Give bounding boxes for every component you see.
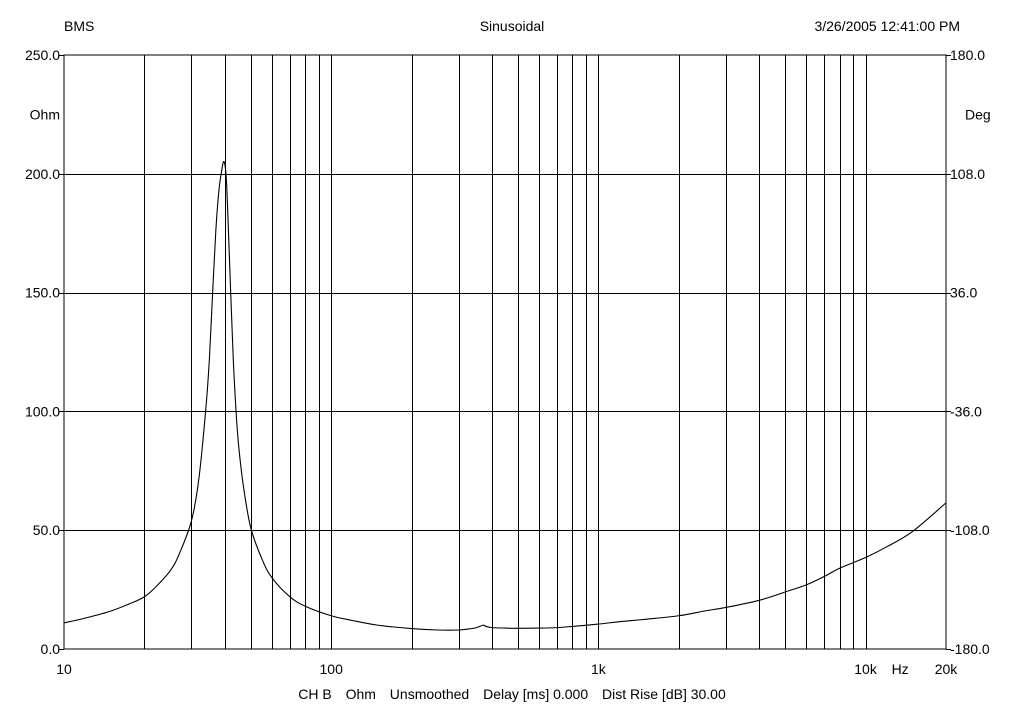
y2-tick-label: 108.0 — [950, 166, 985, 182]
y2-axis-label: Deg — [965, 106, 991, 122]
y-tick-label: 150.0 — [25, 285, 60, 301]
y-tick-label: 0.0 — [41, 641, 61, 657]
x-tick-label: 20k — [935, 661, 959, 677]
y-tick-label: 250.0 — [25, 47, 60, 63]
x-axis-label: Hz — [892, 661, 909, 677]
plot-frame — [63, 54, 947, 650]
x-tick-label: 10 — [56, 661, 72, 677]
tick-labels: 0.0 50.0 100.0 150.0 200.0 250.0 -180.0 -108.0 -… — [25, 47, 990, 677]
footer-status: CH B Ohm Unsmoothed Delay [ms] 0.000 Dis… — [0, 686, 1024, 702]
y-tick-label: 100.0 — [25, 403, 60, 419]
y-tick-label: 50.0 — [33, 522, 60, 538]
grid-lines — [59, 55, 951, 650]
y2-tick-label: -108.0 — [950, 522, 990, 538]
y-axis-label: Ohm — [30, 106, 60, 122]
y-tick-label: 200.0 — [25, 166, 60, 182]
y2-tick-label: 180.0 — [950, 47, 985, 63]
header-timestamp: 3/26/2005 12:41:00 PM — [814, 18, 960, 34]
footer-channel: CH B — [298, 686, 332, 702]
y2-tick-label: -180.0 — [950, 641, 990, 657]
footer-smoothing: Unsmoothed — [389, 686, 470, 702]
header-left-label: BMS — [64, 18, 95, 34]
y2-tick-label: 36.0 — [950, 285, 977, 301]
x-tick-label: 100 — [320, 661, 344, 677]
header-center-label: Sinusoidal — [479, 18, 545, 34]
footer-dist-rise: Dist Rise [dB] 30.00 — [602, 686, 726, 702]
footer-delay: Delay [ms] 0.000 — [483, 686, 589, 702]
footer-unit: Ohm — [345, 686, 376, 702]
y2-tick-label: -36.0 — [950, 403, 982, 419]
x-tick-label: 1k — [591, 661, 607, 677]
impedance-curve — [63, 161, 947, 631]
x-tick-label: 10k — [854, 661, 878, 677]
